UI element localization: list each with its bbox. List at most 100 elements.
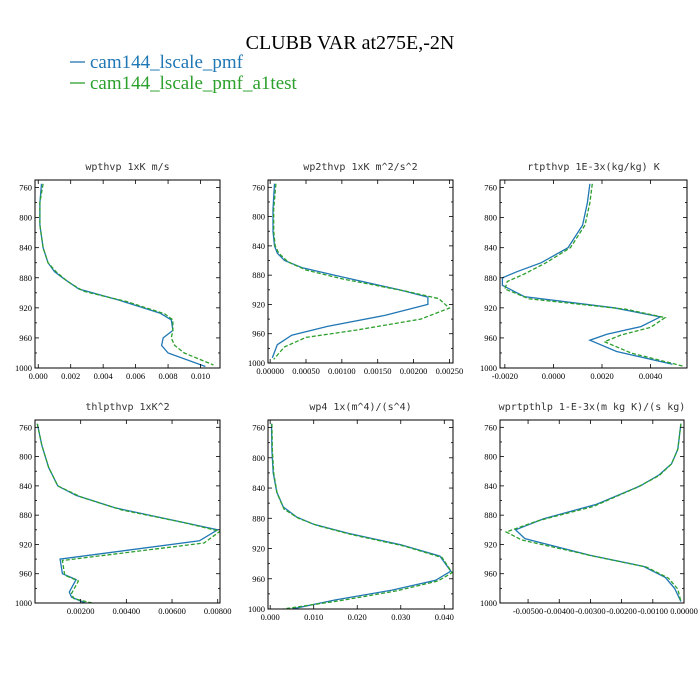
series-line <box>36 423 220 603</box>
chart-panel: wpthvp 1xK m/s76080084088092096010000.00… <box>15 162 221 381</box>
x-tick-label: 0.0040 <box>639 371 662 381</box>
y-tick-label: 1000 <box>15 363 32 373</box>
x-tick-label: 0.00000 <box>256 366 284 376</box>
series-line <box>39 183 214 366</box>
x-tick-label: 0.006 <box>126 371 145 381</box>
chart-title: rtpthvp 1E-3x(kg/kg) K <box>527 162 659 173</box>
y-tick-label: 960 <box>19 569 32 579</box>
chart-panel: rtpthvp 1E-3x(kg/kg) K 760 800 840 880 920 960… <box>480 162 688 381</box>
panels: wpthvp 1xK m/s76080084088092096010000.00… <box>15 162 698 622</box>
y-tick-label: 920 <box>252 544 265 554</box>
y-tick-label: 800 <box>19 452 32 462</box>
plot-frame <box>499 419 685 604</box>
y-tick-label: 880 <box>252 270 265 280</box>
series-line <box>273 183 451 360</box>
y-tick-label: 880 <box>19 273 32 283</box>
y-tick-label: 840 <box>484 481 497 491</box>
series-line <box>271 183 429 359</box>
x-tick-label: 0.00600 <box>158 606 186 616</box>
y-tick-label: 760 <box>252 182 265 192</box>
y-tick-label: 960 <box>252 329 265 339</box>
x-tick-label: 0.000 <box>29 371 48 381</box>
series-line <box>504 423 682 602</box>
legend-label: cam144_lscale_pmf_a1test <box>90 73 298 94</box>
x-tick-label: -0.0020 <box>492 371 518 381</box>
x-tick-label: 0.040 <box>435 612 454 622</box>
chart-title: wpthvp 1xK m/s <box>85 162 169 173</box>
x-tick-label: 0.00200 <box>67 606 95 616</box>
y-tick-label: 1000 <box>248 604 265 614</box>
y-tick-label: 1000 <box>480 363 497 373</box>
legend-label: cam144_lscale_pmf <box>90 52 244 73</box>
y-tick-label: 920 <box>19 303 32 313</box>
y-tick-label: 760 <box>19 422 32 432</box>
y-tick-label: 960 <box>484 569 497 579</box>
plot-frame <box>34 179 221 369</box>
y-tick-label: 920 <box>484 303 497 313</box>
x-tick-label: 0.0000 <box>542 371 565 381</box>
x-tick-label: 0.00800 <box>204 606 232 616</box>
x-tick-label: 0.002 <box>61 371 80 381</box>
y-tick-label: 960 <box>484 333 497 343</box>
plot-frame <box>267 419 454 610</box>
x-tick-label: 0.00400 <box>113 606 141 616</box>
legend: cam144_lscale_pmfcam144_lscale_pmf_a1tes… <box>70 52 298 94</box>
y-tick-label: 800 <box>252 212 265 222</box>
x-tick-label: 0.000 <box>261 612 280 622</box>
chart-title: wp4 1x(m^4)/(s^4) <box>309 402 411 413</box>
x-tick-label: 0.010 <box>191 371 210 381</box>
x-tick-label: -0.00400 <box>544 606 574 616</box>
x-tick-label: 0.020 <box>348 612 367 622</box>
y-tick-label: 960 <box>19 333 32 343</box>
y-tick-label: 880 <box>484 273 497 283</box>
y-tick-label: 840 <box>484 243 497 253</box>
x-tick-label: -0.00200 <box>606 606 636 616</box>
x-tick-label: 0.00000 <box>670 606 698 616</box>
y-tick-label: 800 <box>484 213 497 223</box>
plot-frame <box>34 419 221 604</box>
plot-frame <box>267 179 454 364</box>
chart-title: wp2thvp 1xK m^2/s^2 <box>303 162 417 173</box>
y-tick-label: 760 <box>484 422 497 432</box>
legend-entry: cam144_lscale_pmf <box>70 52 244 73</box>
chart-panel: wp2thvp 1xK m^2/s^2 760 800 840 880 920 960 100… <box>248 162 463 376</box>
y-tick-label: 920 <box>252 299 265 309</box>
x-tick-label: 0.004 <box>94 371 114 381</box>
x-tick-label: -0.00500 <box>513 606 543 616</box>
y-tick-label: 920 <box>484 539 497 549</box>
y-tick-label: 800 <box>484 452 497 462</box>
y-tick-label: 960 <box>252 574 265 584</box>
y-tick-label: 1000 <box>15 598 32 608</box>
x-tick-label: 0.030 <box>391 612 410 622</box>
legend-entry: cam144_lscale_pmf_a1test <box>70 73 298 94</box>
x-tick-label: -0.00300 <box>575 606 605 616</box>
x-tick-label: 0.00250 <box>436 366 464 376</box>
chart-title: wprtpthlp 1-E-3x(m kg K)/(s kg) <box>499 402 686 413</box>
y-tick-label: 880 <box>19 510 32 520</box>
series-line <box>501 183 673 365</box>
y-tick-label: 760 <box>19 183 32 193</box>
series-line <box>36 423 220 603</box>
x-tick-label: 0.00100 <box>328 366 356 376</box>
y-tick-label: 1000 <box>480 598 497 608</box>
y-tick-label: 800 <box>252 453 265 463</box>
chart-panel: wp4 1x(m^4)/(s^4)76080084088092096010000… <box>248 402 454 622</box>
y-tick-label: 880 <box>484 510 497 520</box>
chart-panel: wprtpthlp 1-E-3x(m kg K)/(s kg)760 800 840… <box>480 402 698 616</box>
x-tick-label: 0.0020 <box>590 371 613 381</box>
series-line <box>271 423 453 609</box>
x-tick-label: -0.00100 <box>638 606 668 616</box>
x-tick-label: 0.010 <box>304 612 323 622</box>
series-line <box>504 183 685 368</box>
plot-frame <box>499 179 688 369</box>
y-tick-label: 760 <box>252 423 265 433</box>
chart-panel: thlpthvp 1xK^2 760 800 840 880 920 960 1000 0.00… <box>15 402 232 616</box>
figure-title: CLUBB VAR at275E,-2N <box>246 32 455 54</box>
chart-title: thlpthvp 1xK^2 <box>85 402 169 413</box>
x-tick-label: 0.008 <box>159 371 178 381</box>
y-tick-label: 800 <box>19 213 32 223</box>
y-tick-label: 840 <box>252 241 265 251</box>
series-line <box>514 423 682 602</box>
y-tick-label: 920 <box>19 539 32 549</box>
